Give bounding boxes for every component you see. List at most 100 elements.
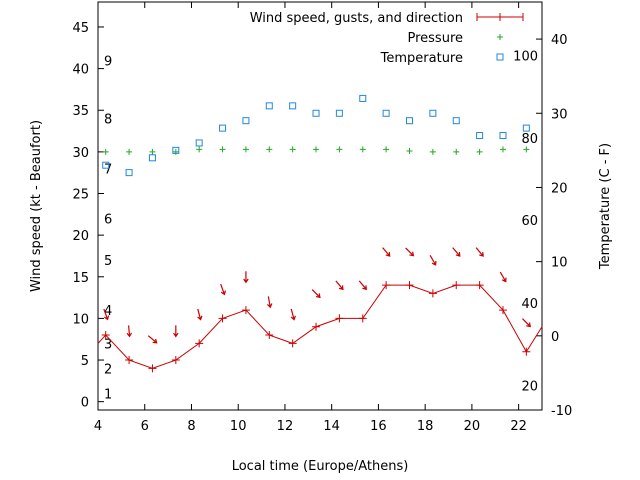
y-right-tick-label: -10	[551, 404, 572, 419]
beaufort-label: 3	[104, 337, 112, 352]
y-left-tick-label: 30	[72, 146, 89, 161]
temperature-point	[172, 146, 180, 154]
x-tick-label: 16	[370, 419, 387, 434]
y-left-axis-label: Wind speed (kt - Beaufort)	[29, 120, 44, 292]
temperature-point	[429, 109, 437, 117]
x-tick-label: 10	[230, 419, 247, 434]
wind-direction-arrow	[173, 325, 179, 338]
temperature-point	[499, 132, 507, 140]
x-tick-label: 14	[323, 419, 340, 434]
pressure-point	[359, 146, 366, 153]
wind-speed-point	[428, 289, 437, 298]
pressure-point	[499, 146, 506, 153]
y-right-tick-label: 30	[551, 107, 568, 122]
wind-direction-arrow	[243, 271, 249, 284]
wind-speed-point	[241, 306, 250, 315]
pressure-point	[242, 146, 249, 153]
temperature-point	[359, 94, 367, 102]
legend-temperature-marker	[496, 53, 504, 61]
pressure-point	[149, 148, 156, 155]
temperature-point	[406, 117, 414, 125]
wind-direction-arrow	[290, 308, 296, 321]
wind-speed-point	[312, 322, 321, 331]
temperature-point	[195, 139, 203, 147]
temperature-point	[382, 109, 390, 117]
y-left-tick-label: 5	[81, 354, 89, 369]
x-tick-label: 4	[94, 419, 102, 434]
wind-direction-arrow	[103, 308, 110, 321]
pressure-point	[126, 148, 133, 155]
pressure-point	[406, 148, 413, 155]
wind-speed-point	[125, 356, 134, 365]
pressure-point	[453, 148, 460, 155]
temperature-point	[219, 124, 227, 132]
x-axis-label: Local time (Europe/Athens)	[232, 459, 409, 474]
x-tick-label: 20	[464, 419, 481, 434]
temperature-point	[476, 132, 484, 140]
beaufort-labels: 1 2 3 4 5 6 7 8 9	[104, 54, 112, 402]
y-left-tick-label: 35	[72, 104, 89, 119]
pressure-point	[266, 146, 273, 153]
beaufort-label: 4	[104, 304, 112, 319]
x-tick-label: 12	[277, 419, 294, 434]
wind-direction-arrow	[429, 255, 437, 266]
y-right-tick-label: 0	[551, 330, 559, 345]
pressure-point	[219, 146, 226, 153]
x-tick-label: 18	[417, 419, 434, 434]
temperature-point	[265, 102, 273, 110]
pressure-point	[313, 146, 320, 153]
y-left-tick-label: 15	[72, 271, 89, 286]
legend-wind-marker	[476, 13, 524, 21]
pressure-point	[383, 146, 390, 153]
wind-speed-point	[405, 281, 414, 290]
beaufort-label: 7	[104, 163, 112, 178]
wind-direction-arrow	[405, 247, 415, 257]
wind-direction-arrow	[499, 271, 507, 283]
y-right-tick-label: 40	[551, 33, 568, 48]
wind-direction-arrow	[126, 325, 133, 338]
y-left-axis-ticks: 0 5 10 15 20 25 30 35 40 45	[72, 21, 104, 411]
pressure-point	[476, 148, 483, 155]
wind-speed-point	[195, 339, 204, 348]
wind-speed-point	[171, 356, 180, 365]
fahrenheit-label: 100	[513, 49, 538, 64]
beaufort-label: 8	[104, 113, 112, 128]
pressure-series	[102, 146, 530, 155]
wind-series	[97, 247, 543, 373]
fahrenheit-labels: 20 40 60 80 100	[513, 49, 538, 394]
x-axis-ticks: 4 6 8 10 12 14 16 18 20 22	[94, 2, 527, 434]
pressure-point	[196, 146, 203, 153]
y-left-tick-label: 25	[72, 188, 89, 203]
wind-speed-point	[358, 314, 367, 323]
pressure-point	[172, 148, 179, 155]
fahrenheit-label: 60	[521, 214, 538, 229]
wind-direction-arrow	[197, 308, 203, 321]
wind-speed-point	[101, 331, 110, 340]
legend: Wind speed, gusts, and direction Pressure…	[250, 11, 524, 66]
wind-direction-arrow	[311, 289, 321, 299]
pressure-point	[102, 148, 109, 155]
x-tick-label: 6	[141, 419, 149, 434]
y-left-tick-label: 0	[81, 396, 89, 411]
fahrenheit-label: 20	[521, 380, 538, 395]
x-tick-label: 8	[187, 419, 195, 434]
wind-speed-point	[475, 281, 484, 290]
wind-speed-point	[382, 281, 391, 290]
wind-speed-point	[265, 331, 274, 340]
temperature-point	[522, 124, 530, 132]
wind-direction-arrow	[335, 280, 344, 291]
legend-label-pressure: Pressure	[407, 31, 463, 46]
beaufort-label: 5	[104, 254, 112, 269]
temperature-point	[242, 117, 250, 125]
plot-frame	[97, 1, 543, 411]
beaufort-label: 9	[104, 54, 112, 69]
temperature-series	[102, 94, 530, 177]
wind-speed-point	[498, 306, 507, 315]
y-left-tick-label: 20	[72, 229, 89, 244]
legend-label-temperature: Temperature	[380, 51, 463, 66]
y-right-axis-ticks: -10 0 10 20 30 40	[536, 33, 572, 419]
beaufort-label: 1	[104, 387, 112, 402]
beaufort-label: 2	[104, 362, 112, 377]
wind-direction-arrow	[382, 247, 391, 257]
